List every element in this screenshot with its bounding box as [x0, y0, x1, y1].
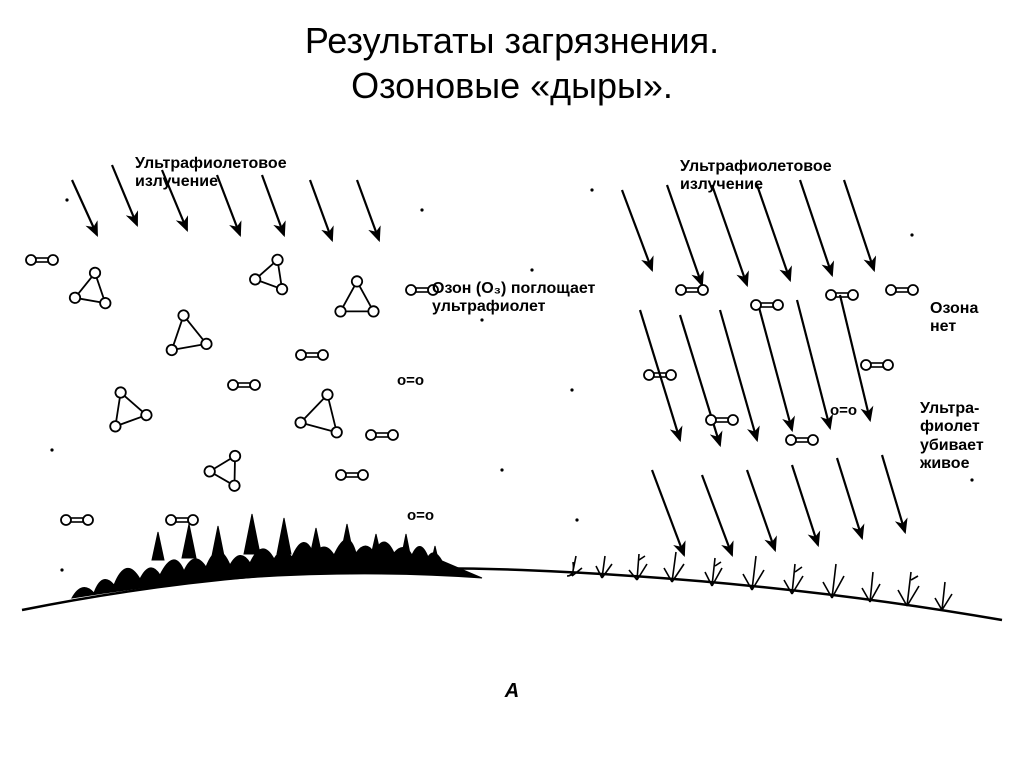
title-line1: Результаты загрязнения. [305, 20, 719, 61]
ozone-diagram: o=o o=o o=o [12, 140, 1012, 740]
label-uv-kills: Ультра- фиолет убивает живое [920, 400, 984, 474]
figure-sublabel: А [492, 680, 532, 703]
ground [22, 514, 1002, 620]
label-no-ozone: Озона нет [930, 300, 978, 337]
svg-text:o=o: o=o [407, 507, 434, 524]
oxygen-text-labels: o=o o=o o=o [397, 372, 857, 524]
forest-healthy [72, 514, 482, 598]
label-uv-left: Ультрафиолетовое излучение [135, 155, 287, 192]
label-uv-right: Ультрафиолетовое излучение [680, 158, 832, 195]
ozone-molecules [69, 248, 379, 493]
scatter-dots [50, 188, 973, 571]
page-title: Результаты загрязнения. Озоновые «дыры». [0, 18, 1024, 108]
title-line2: Озоновые «дыры». [351, 65, 673, 106]
forest-damaged [567, 552, 952, 610]
label-ozone-absorbs: Озон (O₃) поглощает ультрафиолет [432, 280, 595, 317]
svg-text:o=o: o=o [397, 372, 424, 389]
svg-text:o=o: o=o [830, 402, 857, 419]
